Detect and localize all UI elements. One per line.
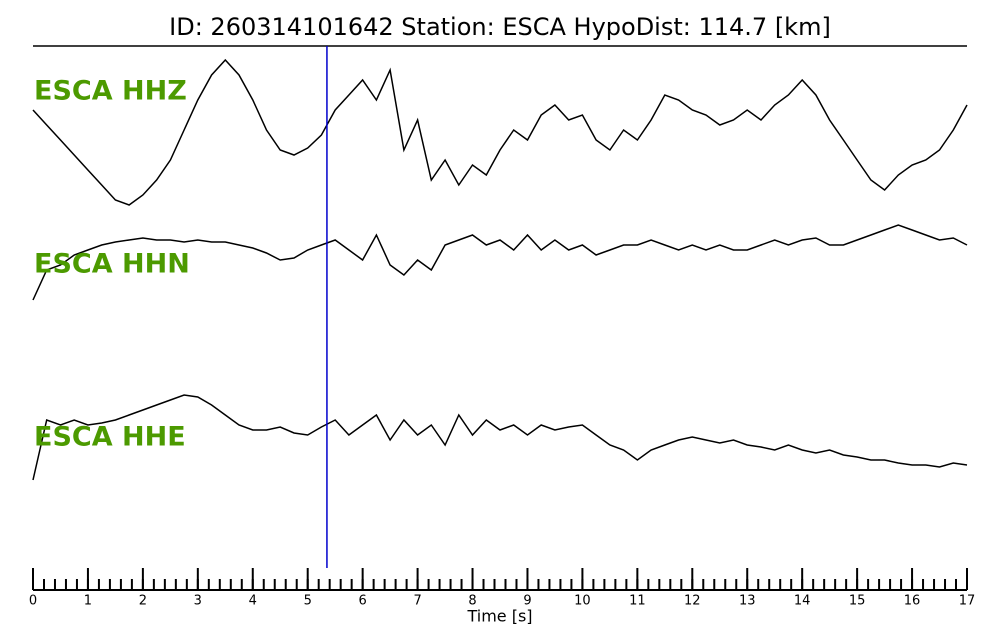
x-tick-label: 6 [359,594,367,609]
x-tick-label: 7 [413,594,421,609]
trace [32,394,968,481]
x-tick-label: 17 [959,594,976,609]
x-tick-label: 13 [739,594,756,609]
chart-title: ID: 260314101642 Station: ESCA HypoDist:… [169,13,831,41]
x-tick-label: 16 [904,594,921,609]
x-tick-label: 0 [29,594,37,609]
x-tick-label: 12 [684,594,701,609]
trace-label: ESCA HHN [34,249,190,280]
x-axis-label: Time [s] [466,607,532,626]
x-tick-label: 3 [194,594,202,609]
trace-label: ESCA HHZ [34,76,187,107]
x-tick-label: 2 [139,594,147,609]
x-tick-label: 10 [574,594,591,609]
x-tick-label: 9 [523,594,531,609]
trace [32,224,968,301]
x-tick-label: 4 [249,594,257,609]
x-tick-label: 11 [629,594,646,609]
x-tick-label: 5 [304,594,312,609]
x-tick-label: 1 [84,594,92,609]
trace [32,58,968,206]
trace-label: ESCA HHE [34,422,186,453]
x-tick-label: 15 [849,594,866,609]
x-tick-label: 8 [468,594,476,609]
x-tick-label: 14 [794,594,811,609]
